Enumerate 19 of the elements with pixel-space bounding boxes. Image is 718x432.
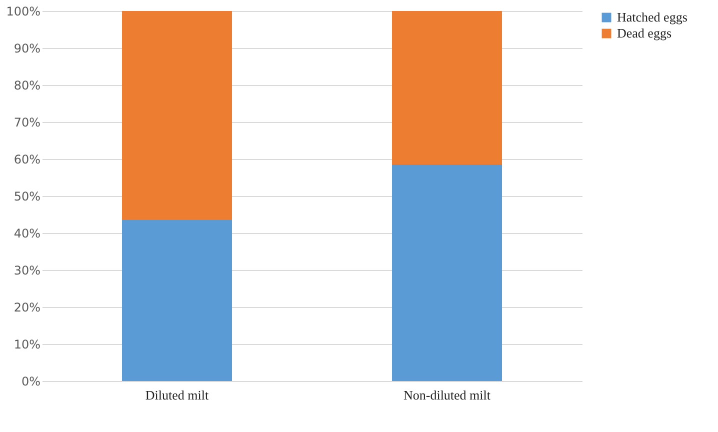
bar (122, 220, 232, 381)
y-tick-label: 100% (6, 4, 40, 18)
bar (392, 11, 502, 165)
x-tick-label: Diluted milt (145, 388, 209, 402)
y-tick-label: 0% (21, 374, 40, 388)
y-tick-label: 70% (14, 116, 40, 130)
legend-label: Dead eggs (617, 26, 672, 40)
y-tick-label: 10% (14, 338, 40, 352)
legend-label: Hatched eggs (617, 10, 688, 24)
y-tick-label: 50% (14, 190, 40, 204)
x-tick-label: Non-diluted milt (403, 388, 491, 402)
y-tick-label: 20% (14, 300, 40, 314)
y-tick-label: 90% (14, 42, 40, 56)
y-tick-label: 60% (14, 152, 40, 166)
y-tick-label: 80% (14, 78, 40, 92)
bar (392, 164, 502, 381)
bar (122, 11, 232, 220)
y-tick-label: 30% (14, 264, 40, 278)
y-tick-label: 40% (14, 226, 40, 240)
